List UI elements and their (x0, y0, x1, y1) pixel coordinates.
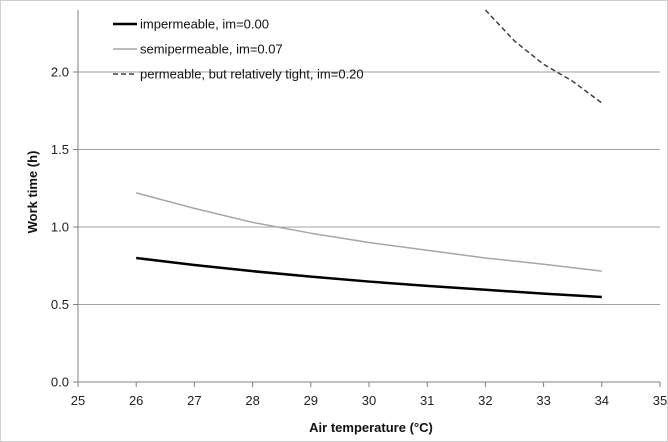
data-point (251, 221, 254, 224)
y-tick-label: 2.0 (51, 65, 69, 80)
x-tick-label: 30 (362, 393, 376, 408)
legend-label: permeable, but relatively tight, im=0.20 (140, 67, 364, 82)
data-point (309, 232, 312, 235)
data-point (309, 275, 312, 278)
series-line (136, 256, 602, 299)
x-axis-title: Air temperature (°C) (309, 420, 433, 435)
series-line (484, 9, 603, 104)
series-line (136, 192, 602, 272)
x-tick-label: 28 (245, 393, 259, 408)
data-point (571, 80, 574, 83)
data-point (484, 288, 487, 291)
y-tick-label: 1.0 (51, 220, 69, 235)
data-point (600, 270, 603, 273)
x-tick-label: 32 (478, 393, 492, 408)
x-tick-label: 26 (129, 393, 143, 408)
y-tick-label: 1.5 (51, 142, 69, 157)
data-point (513, 40, 516, 43)
data-point (426, 284, 429, 287)
data-point (193, 263, 196, 266)
x-tick-label: 31 (420, 393, 434, 408)
legend-label: semipermeable, im=0.07 (140, 42, 283, 57)
x-tick-label: 34 (595, 393, 609, 408)
y-tick-label: 0.5 (51, 297, 69, 312)
data-point (426, 249, 429, 252)
y-tick-label: 0.0 (51, 375, 69, 390)
data-point (368, 241, 371, 244)
data-point (368, 280, 371, 283)
data-point (135, 257, 138, 260)
x-tick-label: 27 (187, 393, 201, 408)
x-tick-label: 25 (71, 393, 85, 408)
data-point (600, 102, 603, 105)
x-tick-label: 29 (304, 393, 318, 408)
data-point (484, 257, 487, 260)
data-point (135, 191, 138, 194)
data-point (251, 270, 254, 273)
data-point (193, 207, 196, 210)
legend-label: impermeable, im=0.00 (140, 17, 269, 32)
data-point (542, 263, 545, 266)
data-point (600, 296, 603, 299)
data-point (484, 9, 487, 12)
data-point (542, 63, 545, 66)
x-tick-label: 35 (653, 393, 667, 408)
x-tick-label: 33 (536, 393, 550, 408)
y-axis-title: Work time (h) (25, 151, 40, 234)
data-point (542, 292, 545, 295)
